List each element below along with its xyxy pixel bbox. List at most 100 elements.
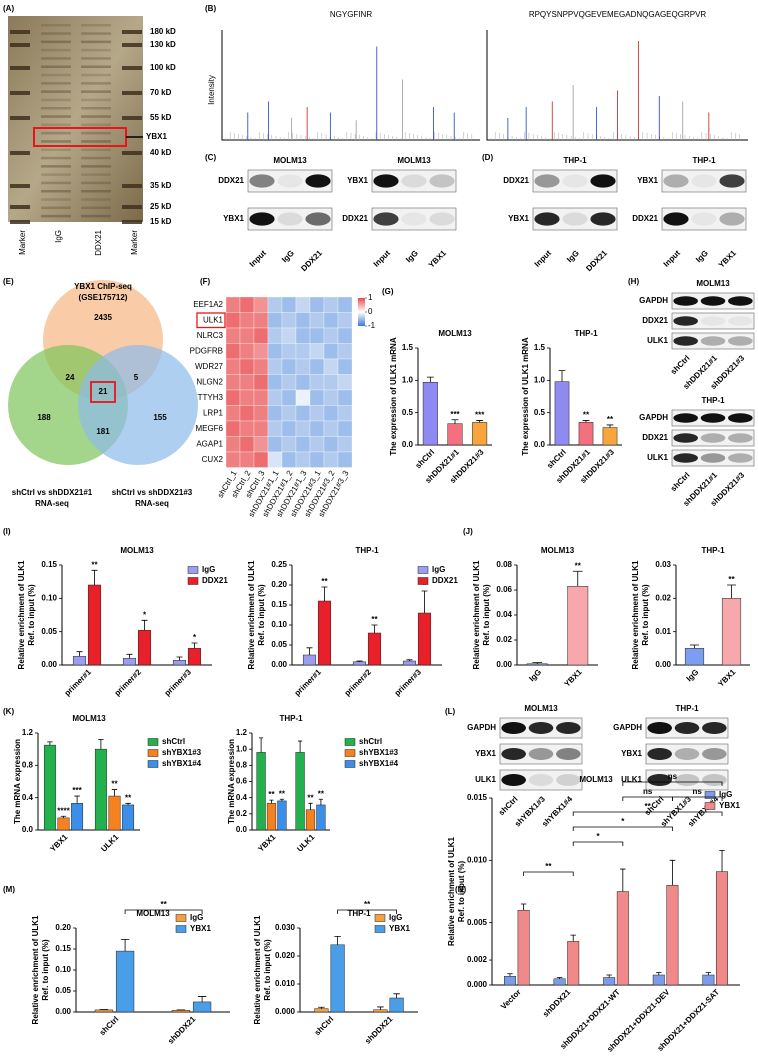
- lane-smear: [41, 90, 71, 93]
- spectrum-title: NGYGFINR: [330, 10, 372, 19]
- lane-smear: [41, 98, 71, 102]
- spectrum-y-label: Intensity: [207, 75, 216, 105]
- blot-band: [700, 433, 726, 443]
- y-axis-label: Ref. to input (%): [457, 861, 466, 923]
- y-tick-label: 0.15: [41, 560, 57, 569]
- blot-row-label: DDX21: [642, 433, 668, 442]
- heatmap-cell: [225, 343, 241, 360]
- blot-band: [663, 212, 689, 226]
- y-axis-label: The expression of ULK1 mRNA: [521, 337, 530, 455]
- heatmap-cell: [323, 312, 339, 329]
- heatmap-cell: [309, 374, 325, 391]
- blot-band: [401, 212, 427, 226]
- heatmap-cell: [337, 436, 353, 453]
- blot-strip: [532, 169, 618, 193]
- lane-smear: [81, 131, 111, 135]
- lane-smear: [41, 190, 71, 193]
- lane-label: DDX21: [94, 229, 103, 255]
- bar: [447, 423, 463, 446]
- heatmap-cell: [267, 296, 283, 313]
- heatmap-cell: [337, 374, 353, 391]
- blot-strip: [371, 207, 457, 231]
- blot-band: [673, 316, 698, 326]
- blot-title: MOLM13: [524, 704, 558, 713]
- blot-strip: [671, 449, 755, 467]
- lane-smear: [81, 181, 111, 185]
- heatmap-cell: [295, 374, 311, 391]
- bar: [171, 1010, 191, 1013]
- blot-band: [528, 774, 554, 786]
- blot-row-label: ULK1: [647, 336, 668, 345]
- comparison-label: *: [596, 832, 600, 841]
- bar: [517, 909, 530, 986]
- bar: [504, 976, 516, 986]
- error-bar: [669, 859, 676, 886]
- venn-count: 24: [66, 373, 75, 382]
- error-bar: [421, 590, 428, 613]
- marker-label: 130 kD: [150, 40, 176, 49]
- bar: [602, 427, 618, 446]
- ladder-band: [122, 151, 142, 155]
- comparison-label: **: [160, 900, 167, 909]
- legend-label: IgG: [190, 913, 203, 922]
- significance: *: [193, 633, 197, 642]
- heatmap-cell: [225, 436, 241, 453]
- blot-row-label: DDX21: [642, 316, 668, 325]
- marker-label: 35 kD: [150, 181, 172, 190]
- blot-band: [528, 722, 554, 734]
- legend-swatch: [187, 577, 199, 585]
- blot-band: [674, 722, 700, 734]
- heatmap-cell: [239, 436, 255, 453]
- heatmap-cell: [281, 436, 297, 453]
- y-tick-label: 1.0: [236, 744, 248, 753]
- heatmap-cell: [337, 327, 353, 344]
- error-bar: [606, 974, 612, 978]
- chart-title: MOLM13: [120, 546, 154, 555]
- legend-swatch: [147, 760, 159, 768]
- heatmap-cell: [239, 327, 255, 344]
- panel-letter: (L): [445, 707, 456, 716]
- significance: **: [607, 415, 614, 424]
- blot-row-label: YBX1: [637, 176, 658, 185]
- legend-swatch: [344, 738, 356, 746]
- bar: [417, 612, 432, 666]
- lane-smear: [41, 140, 71, 143]
- heatmap-cell: [323, 358, 339, 375]
- blot-band: [728, 453, 753, 463]
- y-tick-label: 0.02: [496, 635, 512, 644]
- blot-band: [700, 336, 726, 346]
- bar: [553, 978, 566, 986]
- heatmap-cell: [337, 296, 353, 313]
- lane-smear: [41, 131, 71, 135]
- axis: [417, 348, 492, 446]
- heatmap-cell: [225, 405, 241, 422]
- error-bar: [520, 903, 527, 911]
- heatmap-cell: [267, 389, 283, 406]
- ladder-band: [10, 66, 30, 70]
- venn-set-label: shCtrl vs shDDX21#3: [112, 488, 193, 497]
- heatmap-cell: [281, 358, 297, 375]
- error-bar: [371, 624, 378, 633]
- bar: [367, 632, 382, 666]
- heatmap-cell: [295, 405, 311, 422]
- heatmap-cell: [253, 343, 269, 360]
- blot-band: [673, 433, 698, 443]
- heatmap-cell: [239, 296, 255, 313]
- heatmap-cell: [295, 327, 311, 344]
- lane-smear: [81, 165, 111, 168]
- heatmap-cell: [253, 358, 269, 375]
- blot-band: [728, 433, 753, 443]
- lane-smear: [81, 115, 111, 118]
- heatmap-cell: [295, 420, 311, 437]
- panel-letter: (I): [3, 527, 11, 536]
- bar: [616, 891, 629, 986]
- lane-smear: [81, 214, 111, 218]
- bar: [87, 584, 102, 666]
- error-bar: [60, 815, 67, 818]
- heatmap-cell: [323, 296, 339, 313]
- blot-band: [590, 174, 616, 188]
- error-bar: [269, 799, 274, 804]
- comparison-bracket: [572, 811, 723, 816]
- blot-band: [305, 174, 331, 188]
